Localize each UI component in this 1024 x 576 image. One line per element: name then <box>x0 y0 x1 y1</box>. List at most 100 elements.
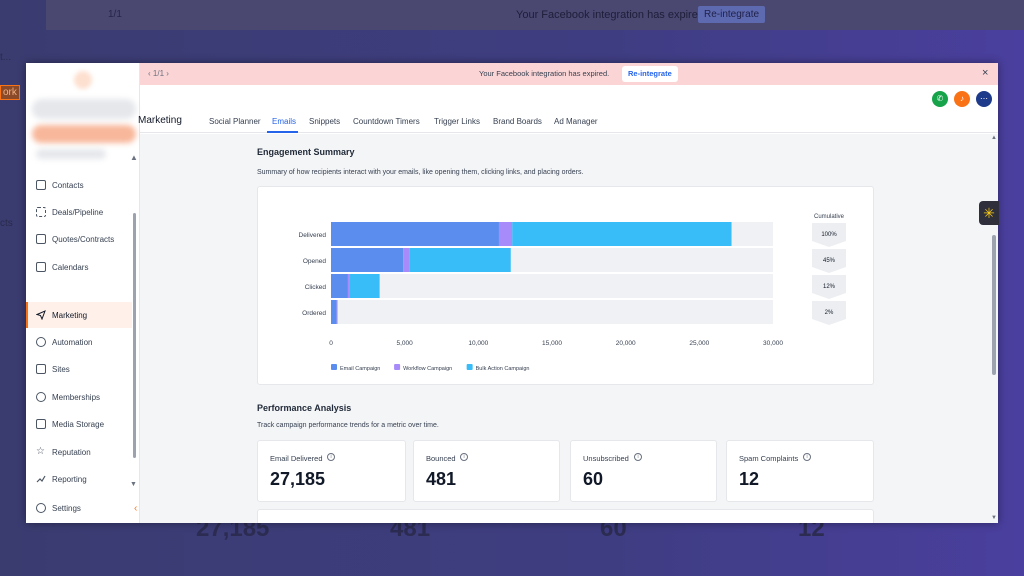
phone-icon[interactable]: ✆ <box>932 91 948 107</box>
info-icon[interactable]: i <box>634 453 642 461</box>
engagement-subtitle: Summary of how recipients interact with … <box>257 169 584 176</box>
cumulative-value: 45% <box>823 258 836 264</box>
bell-icon[interactable]: ♪ <box>954 91 970 107</box>
sidebar-item-label: Media Storage <box>52 419 105 429</box>
metric-value: 60 <box>583 469 604 489</box>
backdrop-pager: 1/1 <box>108 9 122 20</box>
account-badge[interactable] <box>32 125 136 143</box>
sites-icon <box>36 364 46 374</box>
sidebar-item-label: Marketing <box>52 310 88 320</box>
sidebar-item-calendars[interactable]: Calendars <box>26 254 132 280</box>
sidebar-item-label: Reputation <box>52 447 91 457</box>
media-icon <box>36 419 46 429</box>
sidebar-item-label: Settings <box>52 503 81 513</box>
account-switcher[interactable] <box>32 99 136 119</box>
metric-label: Spam Complaints <box>739 454 799 463</box>
category-label: Clicked <box>305 284 327 291</box>
bar-segment <box>498 222 513 246</box>
category-label: Ordered <box>302 310 326 317</box>
performance-title: Performance Analysis <box>257 403 352 413</box>
sidebar-item-marketing[interactable]: Marketing <box>26 302 132 328</box>
bar-track <box>331 274 773 298</box>
sidebar: ▲ Contacts Deals/Pipeline Quotes/Contrac… <box>26 63 140 523</box>
sidebar-item-reputation[interactable]: ☆ Reputation <box>26 439 132 465</box>
engagement-title: Engagement Summary <box>257 147 355 157</box>
close-icon[interactable]: × <box>982 67 989 79</box>
sidebar-item-contacts[interactable]: Contacts <box>26 172 132 198</box>
account-subtitle <box>36 149 106 159</box>
apps-icon[interactable]: ⋯ <box>976 91 992 107</box>
info-icon[interactable]: i <box>803 453 811 461</box>
tab-snippets[interactable]: Snippets <box>309 117 341 126</box>
legend-label: Email Campaign <box>340 366 380 372</box>
reintegrate-button[interactable]: Re-integrate <box>622 66 678 82</box>
cumulative-title: Cumulative <box>814 214 845 220</box>
metric-card-spam[interactable]: Spam Complaints i 12 <box>726 440 874 502</box>
integration-alert: ‹ 1/1 › Your Facebook integration has ex… <box>140 63 998 85</box>
content-scroll-up-icon[interactable]: ▲ <box>991 135 997 141</box>
gear-icon <box>36 503 46 513</box>
engagement-chart: Delivered Opened Clicked Ordered 0 5,000 10,00… <box>299 214 846 372</box>
category-label: Opened <box>303 258 327 265</box>
performance-subtitle: Track campaign performance trends for a … <box>257 422 439 429</box>
sidebar-scrollbar[interactable] <box>133 213 136 458</box>
metric-card-bounced[interactable]: Bounced i 481 <box>413 440 560 502</box>
backdrop-left-text: t... <box>0 52 12 63</box>
info-icon[interactable]: i <box>460 453 468 461</box>
cumulative-badge <box>812 301 846 325</box>
tab-social-planner[interactable]: Social Planner <box>209 117 261 126</box>
active-tab-indicator <box>267 131 298 133</box>
contract-icon <box>36 234 46 244</box>
collapse-sidebar-icon[interactable]: ‹ <box>134 503 138 514</box>
sidebar-item-label: Quotes/Contracts <box>52 234 115 244</box>
sidebar-item-media-storage[interactable]: Media Storage <box>26 411 132 437</box>
sidebar-item-deals[interactable]: Deals/Pipeline <box>26 199 132 225</box>
alert-pager[interactable]: ‹ 1/1 › <box>148 69 169 78</box>
sidebar-item-settings[interactable]: Settings <box>26 495 132 521</box>
sidebar-item-quotes[interactable]: Quotes/Contracts <box>26 226 132 252</box>
sidebar-item-label: Memberships <box>52 392 101 402</box>
tab-countdown-timers[interactable]: Countdown Timers <box>353 117 420 126</box>
backdrop-reintegrate-button: Re-integrate <box>698 6 766 23</box>
x-tick-label: 25,000 <box>689 340 709 347</box>
bar-segment <box>331 248 404 272</box>
tab-emails[interactable]: Emails <box>272 117 297 126</box>
cumulative-badge <box>812 249 846 273</box>
metric-value: 481 <box>426 469 457 489</box>
logo <box>74 71 92 89</box>
metric-card-delivered[interactable]: Email Delivered i 27,185 <box>257 440 406 502</box>
content-scrollbar[interactable] <box>992 235 996 375</box>
tab-ad-manager[interactable]: Ad Manager <box>554 117 598 126</box>
bar-segment <box>403 248 410 272</box>
sidebar-item-label: Contacts <box>52 180 84 190</box>
trend-chart-card <box>257 509 874 523</box>
x-tick-label: 30,000 <box>763 340 783 347</box>
bar-segment <box>512 222 732 246</box>
scroll-up-icon[interactable]: ▲ <box>130 153 138 162</box>
metric-card-unsubscribed[interactable]: Unsubscribed i 60 <box>570 440 717 502</box>
bar-track <box>331 300 773 324</box>
x-tick-label: 20,000 <box>616 340 636 347</box>
legend-swatch <box>466 364 473 370</box>
metric-label: Unsubscribed <box>583 454 629 463</box>
sidebar-item-automation[interactable]: Automation <box>26 329 132 355</box>
content-scroll-down-icon[interactable]: ▼ <box>991 515 997 521</box>
sidebar-item-reporting[interactable]: Reporting <box>26 466 132 492</box>
metric-value: 12 <box>739 469 760 489</box>
sidebar-item-label: Sites <box>52 364 70 374</box>
x-tick-label: 15,000 <box>542 340 562 347</box>
tab-trigger-links[interactable]: Trigger Links <box>434 117 480 126</box>
bar-segment <box>336 300 338 324</box>
sidebar-item-memberships[interactable]: Memberships <box>26 384 132 410</box>
sidebar-item-label: Calendars <box>52 262 89 272</box>
contacts-icon <box>36 180 46 190</box>
sparkle-widget-icon[interactable]: ✳ <box>979 201 999 225</box>
info-icon[interactable]: i <box>327 453 335 461</box>
scroll-down-icon[interactable]: ▼ <box>130 481 137 488</box>
legend-label: Bulk Action Campaign <box>476 366 530 372</box>
sidebar-item-sites[interactable]: Sites <box>26 356 132 382</box>
tab-brand-boards[interactable]: Brand Boards <box>493 117 542 126</box>
calendar-icon <box>36 262 46 272</box>
x-tick-label: 5,000 <box>397 340 414 347</box>
membership-icon <box>36 392 46 402</box>
